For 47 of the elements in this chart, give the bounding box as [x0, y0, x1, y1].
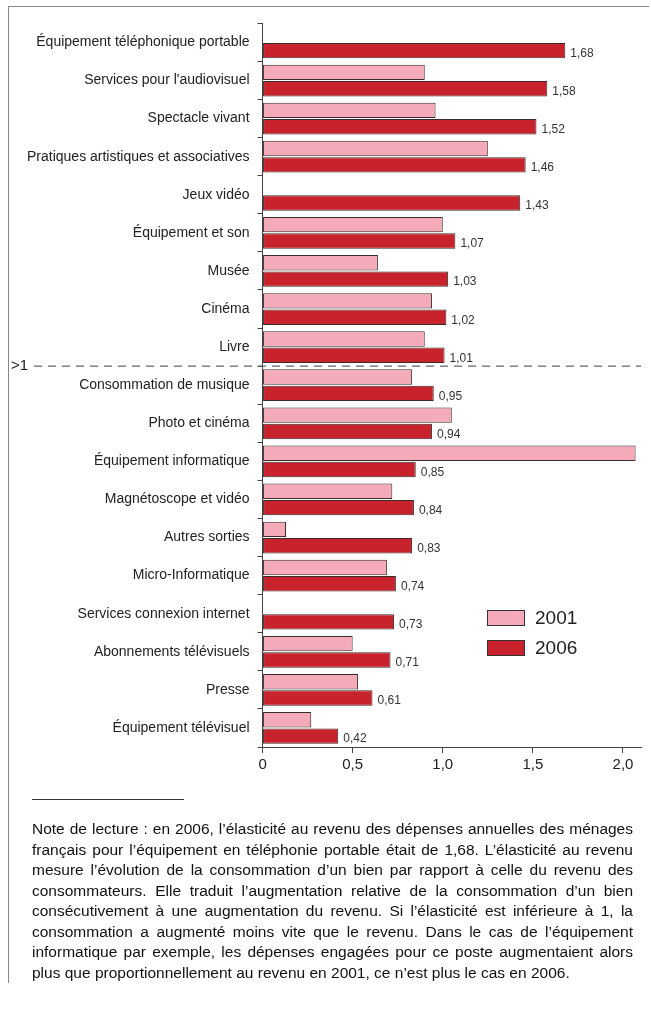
data-label: 1,58	[552, 84, 576, 99]
y-tick-label: Équipement et son	[132, 223, 250, 240]
y-tick-label: Équipement téléphonique portable	[36, 33, 250, 50]
data-label: 1,68	[570, 45, 594, 60]
data-label: 0,74	[400, 579, 425, 594]
data-label: 0,95	[438, 388, 463, 403]
y-tick-label: Cinéma	[201, 299, 250, 316]
y-tick-label: Pratiques artistiques et associatives	[26, 147, 250, 164]
y-tick-label: Spectacle vivant	[147, 109, 250, 126]
data-label: 1,01	[449, 350, 474, 365]
y-tick-label: Autres sorties	[163, 528, 250, 545]
y-tick-label: Services connexion internet	[77, 604, 250, 621]
data-label: 0,83	[417, 541, 441, 556]
y-tick-label: Presse	[205, 680, 250, 697]
data-label: 0,73	[399, 617, 423, 632]
text: Note de lecture : en 2006, l’élasticité au revenu des dépenses annuelles des ménages français pour l’équipement en téléphonie portable était de 1,68. L’élasticité au revenu mesure l’évolution de la consommation d’un bien par rapport à celle du revenu des consommateurs. Elle traduit l’augmentation relative de la consommation d’un bien consécutivement à une augmentation du revenu. Si l’élasticité est inférieure à 1, la consommation a augmenté moins vite que le revenu. Dans le cas de l’équipement informatique par exemple, les dépenses engagées pour ce poste augmentaient alors plus que proportionnellement au revenu en 2001, ce n’est plus le cas en 2006.	[32, 819, 633, 983]
x-tick-label: 0,5	[342, 755, 364, 773]
y-tick-label: Consommation de musique	[79, 376, 250, 393]
y-tick-label: Photo et cinéma	[148, 414, 250, 431]
data-label: 1,02	[451, 312, 476, 327]
data-label: 1,46	[530, 160, 555, 175]
data-label: 0,71	[395, 655, 420, 670]
y-tick-label: Abonnements télévisuels	[93, 642, 250, 659]
legend-label: 2006	[535, 637, 578, 659]
data-label: 0,84	[418, 502, 443, 517]
data-label: 0,42	[343, 731, 367, 746]
legend-label: 2001	[535, 607, 578, 629]
y-tick-label: Services pour l'audiovisuel	[84, 71, 250, 88]
data-label: 0,61	[377, 693, 402, 708]
data-label: 0,94	[436, 426, 461, 441]
x-tick-label: 0	[258, 755, 267, 773]
x-tick-label: 1,5	[522, 755, 544, 773]
x-tick-label: 2,0	[612, 755, 634, 773]
data-label: 1,07	[460, 236, 485, 251]
y-tick-label: Livre	[219, 337, 250, 354]
text: >1	[11, 356, 29, 374]
data-label: 1,52	[541, 122, 566, 137]
y-tick-label: Micro-Informatique	[132, 566, 250, 583]
y-tick-label: Jeux vidéo	[182, 185, 250, 202]
y-tick-label: Musée	[207, 261, 250, 278]
x-tick-label: 1,0	[432, 755, 454, 773]
y-tick-label: Magnétoscope et vidéo	[104, 490, 250, 507]
data-label: 0,85	[420, 464, 445, 479]
data-label: 1,43	[525, 198, 549, 213]
y-tick-label: Équipement informatique	[93, 452, 250, 469]
data-label: 1,03	[453, 274, 477, 289]
y-tick-label: Équipement télévisuel	[112, 718, 250, 735]
